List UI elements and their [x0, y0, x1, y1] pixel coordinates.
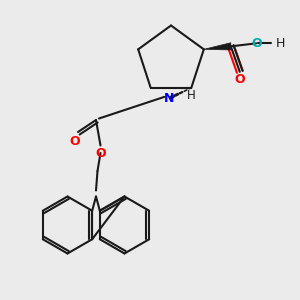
- Text: O: O: [251, 37, 262, 50]
- Text: O: O: [95, 147, 106, 160]
- Text: H: H: [187, 89, 196, 102]
- Text: H: H: [276, 37, 285, 50]
- Text: O: O: [235, 73, 245, 86]
- Text: O: O: [70, 135, 80, 148]
- Text: N: N: [164, 92, 174, 105]
- Polygon shape: [204, 43, 231, 50]
